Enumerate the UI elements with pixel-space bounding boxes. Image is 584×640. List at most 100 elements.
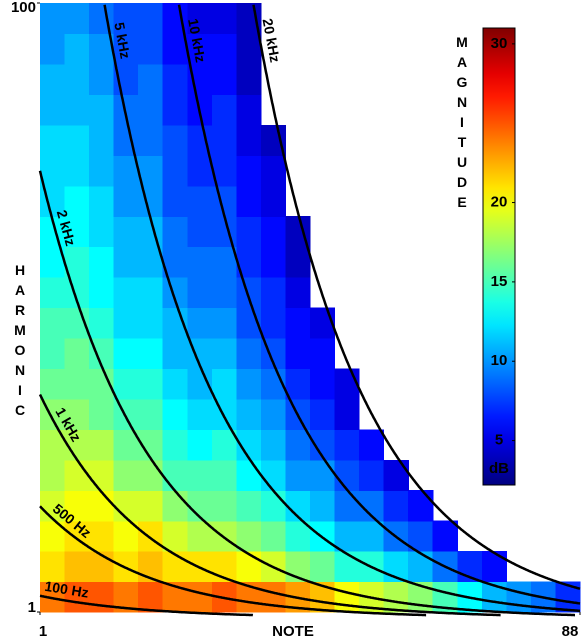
cell xyxy=(310,551,336,583)
x-tick-label: 1 xyxy=(39,623,47,640)
contour-line xyxy=(39,505,427,617)
cell xyxy=(113,155,139,187)
cell xyxy=(113,3,139,35)
cell xyxy=(236,490,262,522)
y-axis-label: HARMONIC xyxy=(12,262,28,422)
contour-label: 10 kHz xyxy=(185,17,209,64)
contour-line xyxy=(39,594,254,617)
cell xyxy=(236,33,262,65)
cell xyxy=(40,307,66,339)
cell xyxy=(310,398,336,430)
cell xyxy=(187,246,213,278)
cell xyxy=(162,155,188,187)
cell xyxy=(89,185,115,217)
cell xyxy=(334,429,360,461)
cell xyxy=(211,246,237,278)
cell xyxy=(310,459,336,491)
cell xyxy=(138,459,164,491)
cell xyxy=(138,398,164,430)
colorbar-unit: dB xyxy=(489,460,509,477)
cell xyxy=(334,459,360,491)
cell xyxy=(138,581,164,613)
cell xyxy=(260,398,287,430)
cell xyxy=(506,581,532,613)
cell xyxy=(64,216,90,248)
heatmap xyxy=(40,3,581,613)
cell xyxy=(211,124,237,156)
cell xyxy=(40,63,66,95)
cell xyxy=(187,459,213,491)
cell xyxy=(211,216,237,248)
cell xyxy=(383,581,409,613)
cell xyxy=(408,490,434,522)
cell xyxy=(359,520,385,552)
cell xyxy=(187,216,213,248)
cell xyxy=(138,155,164,187)
cell xyxy=(64,520,90,552)
cell xyxy=(187,33,213,65)
cell xyxy=(236,398,262,430)
cell xyxy=(260,185,287,217)
contour-label: 100 Hz xyxy=(43,578,89,601)
cell xyxy=(383,490,409,522)
cell xyxy=(64,490,90,522)
cell xyxy=(162,216,188,248)
cell xyxy=(211,459,237,491)
cell xyxy=(187,155,213,187)
cell xyxy=(260,459,287,491)
cell xyxy=(89,277,115,309)
cell xyxy=(40,368,66,400)
cell xyxy=(64,337,90,369)
cell xyxy=(113,307,139,339)
cell xyxy=(113,277,139,309)
cell xyxy=(89,94,115,126)
cell xyxy=(285,459,311,491)
colorbar-tick-label: 5 xyxy=(495,432,503,449)
cell xyxy=(408,520,434,552)
contour-line xyxy=(38,393,501,617)
cell xyxy=(359,429,385,461)
cell xyxy=(64,398,90,430)
cell xyxy=(138,3,164,35)
cell xyxy=(89,124,115,156)
cell xyxy=(236,94,262,126)
cell xyxy=(162,459,188,491)
cell xyxy=(89,581,115,613)
cell xyxy=(236,551,262,583)
cell xyxy=(89,216,115,248)
cell xyxy=(40,94,66,126)
cell xyxy=(211,277,237,309)
contour-line xyxy=(177,4,581,605)
cell xyxy=(310,490,336,522)
colorbar-tick-label: 30 xyxy=(491,35,508,52)
cell xyxy=(236,368,262,400)
cell xyxy=(162,124,188,156)
cell xyxy=(113,490,139,522)
cell xyxy=(40,155,66,187)
cell xyxy=(187,185,213,217)
cell xyxy=(64,185,90,217)
cell xyxy=(211,368,237,400)
cell xyxy=(260,246,287,278)
cell xyxy=(211,94,237,126)
y-tick-label: 1 xyxy=(28,599,36,616)
contour-label: 5 kHz xyxy=(111,21,133,60)
cell xyxy=(310,368,336,400)
cell xyxy=(64,551,90,583)
cell xyxy=(187,429,213,461)
cell xyxy=(285,246,311,278)
cell xyxy=(211,307,237,339)
cell xyxy=(260,520,287,552)
cell xyxy=(236,337,262,369)
cell xyxy=(260,155,287,187)
cell xyxy=(162,63,188,95)
cell xyxy=(236,520,262,552)
cell xyxy=(211,63,237,95)
cell xyxy=(236,459,262,491)
cell xyxy=(162,33,188,65)
cell xyxy=(89,307,115,339)
cell xyxy=(187,581,213,613)
cell xyxy=(138,94,164,126)
cell xyxy=(359,459,385,491)
